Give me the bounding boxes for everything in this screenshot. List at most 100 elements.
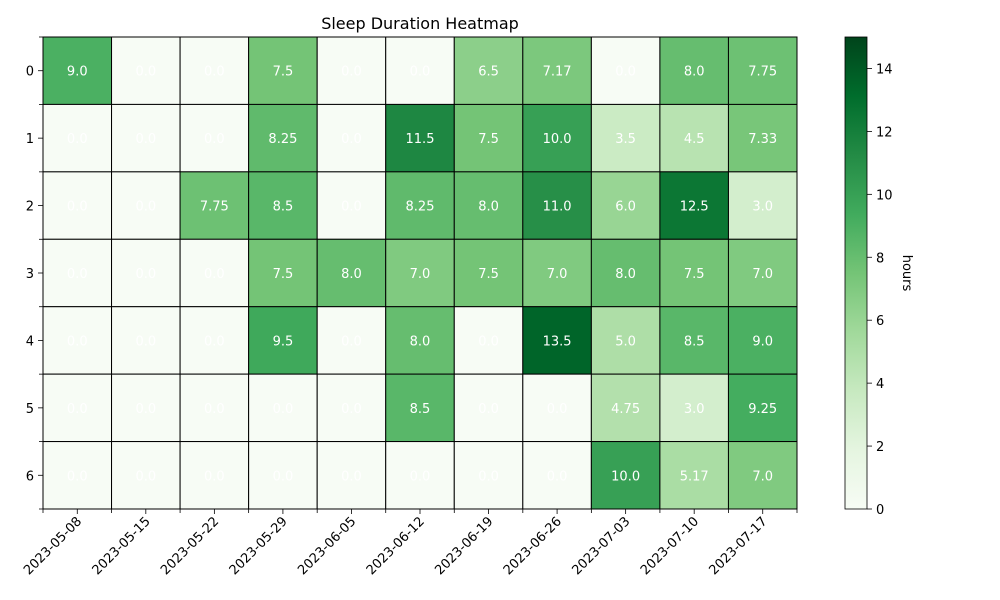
cell-value-label: 8.0 bbox=[341, 267, 362, 282]
cell-value-label: 0.0 bbox=[204, 267, 225, 282]
colorbar-tick-label: 10 bbox=[876, 188, 893, 203]
heatmap-cell bbox=[590, 238, 661, 308]
cell-value-label: 0.0 bbox=[204, 469, 225, 484]
cell-value-label: 3.0 bbox=[684, 402, 705, 417]
heatmap-cell bbox=[385, 306, 455, 375]
y-tick-label: 3 bbox=[26, 267, 34, 282]
cell-value-label: 3.0 bbox=[752, 200, 773, 215]
cell-value-label: 8.0 bbox=[410, 334, 431, 349]
heatmap-cell bbox=[727, 36, 798, 105]
colorbar-label: hours bbox=[899, 255, 914, 292]
heatmap-cell bbox=[590, 441, 661, 510]
cell-value-label: 0.0 bbox=[341, 65, 362, 80]
cell-value-label: 6.5 bbox=[478, 65, 499, 80]
heatmap-cell bbox=[248, 238, 318, 308]
cell-value-label: 0.0 bbox=[341, 402, 362, 417]
heatmap-cell bbox=[385, 373, 455, 443]
heatmap-cell bbox=[659, 103, 729, 173]
cell-value-label: 7.5 bbox=[273, 65, 294, 80]
heatmap-cell bbox=[659, 306, 729, 375]
cell-value-label: 0.0 bbox=[135, 334, 156, 349]
heatmap-cell bbox=[111, 306, 181, 375]
x-tick-label: 2023-05-22 bbox=[158, 514, 222, 578]
cell-value-label: 0.0 bbox=[135, 469, 156, 484]
colorbar: 0 2 4 6 8 10 12 14 hours bbox=[844, 36, 914, 518]
heatmap-cell bbox=[42, 373, 113, 443]
colorbar-tick-label: 6 bbox=[876, 314, 884, 329]
heatmap-cell bbox=[248, 36, 318, 105]
cell-value-label: 0.0 bbox=[478, 334, 499, 349]
cell-value-label: 0.0 bbox=[273, 402, 294, 417]
heatmap-cell bbox=[590, 103, 661, 173]
heatmap-cell bbox=[659, 238, 729, 308]
x-tick-label: 2023-05-08 bbox=[21, 514, 85, 578]
cell-value-label: 0.0 bbox=[204, 132, 225, 147]
x-tick-label: 2023-06-05 bbox=[295, 514, 359, 578]
heatmap-cell bbox=[42, 306, 113, 375]
heatmap-cell bbox=[179, 103, 250, 173]
heatmap-cell bbox=[179, 306, 250, 375]
cell-value-label: 4.5 bbox=[684, 132, 705, 147]
cell-value-label: 0.0 bbox=[135, 132, 156, 147]
heatmap-cell bbox=[453, 103, 524, 173]
cell-value-label: 0.0 bbox=[67, 132, 88, 147]
cell-value-label: 7.0 bbox=[547, 267, 568, 282]
heatmap-cell bbox=[42, 36, 113, 105]
cell-value-label: 0.0 bbox=[273, 469, 294, 484]
x-tick-label: 2023-07-03 bbox=[569, 514, 633, 578]
colorbar-tick-label: 2 bbox=[876, 440, 884, 455]
cell-value-label: 7.75 bbox=[748, 65, 777, 80]
cell-value-label: 9.0 bbox=[67, 65, 88, 80]
cell-value-label: 0.0 bbox=[410, 65, 431, 80]
cell-value-label: 0.0 bbox=[135, 200, 156, 215]
heatmap-cell bbox=[385, 171, 455, 240]
x-tick-label: 2023-06-12 bbox=[364, 514, 428, 578]
heatmap-cell bbox=[522, 441, 592, 510]
cell-value-label: 8.5 bbox=[684, 334, 705, 349]
cell-value-label: 0.0 bbox=[67, 469, 88, 484]
cell-value-label: 7.0 bbox=[752, 267, 773, 282]
cell-value-label: 10.0 bbox=[611, 469, 640, 484]
cell-value-label: 3.5 bbox=[615, 132, 636, 147]
heatmap-cell bbox=[590, 171, 661, 240]
cell-value-label: 7.5 bbox=[273, 267, 294, 282]
x-axis: 2023-05-08 2023-05-15 2023-05-22 2023-05-29… bbox=[21, 509, 798, 578]
x-tick-label: 2023-07-17 bbox=[707, 514, 771, 578]
heatmap-cell bbox=[248, 306, 318, 375]
heatmap-cell bbox=[111, 441, 181, 510]
heatmap-cell bbox=[659, 441, 729, 510]
cell-value-label: 8.0 bbox=[615, 267, 636, 282]
cell-value-label: 0.0 bbox=[341, 132, 362, 147]
heatmap-cell bbox=[453, 171, 524, 240]
cell-value-label: 9.25 bbox=[748, 402, 777, 417]
heatmap-cell bbox=[179, 238, 250, 308]
cell-value-label: 7.5 bbox=[478, 267, 499, 282]
y-tick-label: 0 bbox=[26, 65, 34, 80]
cell-value-label: 5.0 bbox=[615, 334, 636, 349]
y-axis: 0 1 2 3 4 5 6 bbox=[26, 36, 43, 510]
heatmap-cell bbox=[727, 103, 798, 173]
heatmap-cell bbox=[522, 103, 592, 173]
colorbar-tick-label: 4 bbox=[876, 377, 884, 392]
heatmap-cell bbox=[316, 103, 387, 173]
cell-value-label: 4.75 bbox=[611, 402, 640, 417]
heatmap-cell bbox=[453, 238, 524, 308]
heatmap-cell bbox=[385, 238, 455, 308]
cell-value-label: 7.0 bbox=[752, 469, 773, 484]
cell-value-label: 7.33 bbox=[748, 132, 777, 147]
cell-value-label: 0.0 bbox=[135, 65, 156, 80]
cell-value-label: 12.5 bbox=[680, 200, 709, 215]
heatmap-cell bbox=[727, 306, 798, 375]
heatmap-cells: 9.0 0.0 0.0 7.5 0.0 0.0 6.5 7.17 0.0 8.0 7.75 0.0 0.… bbox=[42, 36, 798, 510]
x-tick-label: 2023-06-26 bbox=[501, 514, 565, 578]
cell-value-label: 0.0 bbox=[204, 65, 225, 80]
cell-value-label: 0.0 bbox=[341, 469, 362, 484]
heatmap-cell bbox=[248, 441, 318, 510]
cell-value-label: 8.5 bbox=[410, 402, 431, 417]
cell-value-label: 8.25 bbox=[406, 200, 435, 215]
heatmap-cell bbox=[522, 36, 592, 105]
heatmap-cell bbox=[42, 441, 113, 510]
heatmap-cell bbox=[590, 306, 661, 375]
cell-value-label: 0.0 bbox=[67, 402, 88, 417]
y-tick-label: 5 bbox=[26, 402, 34, 417]
